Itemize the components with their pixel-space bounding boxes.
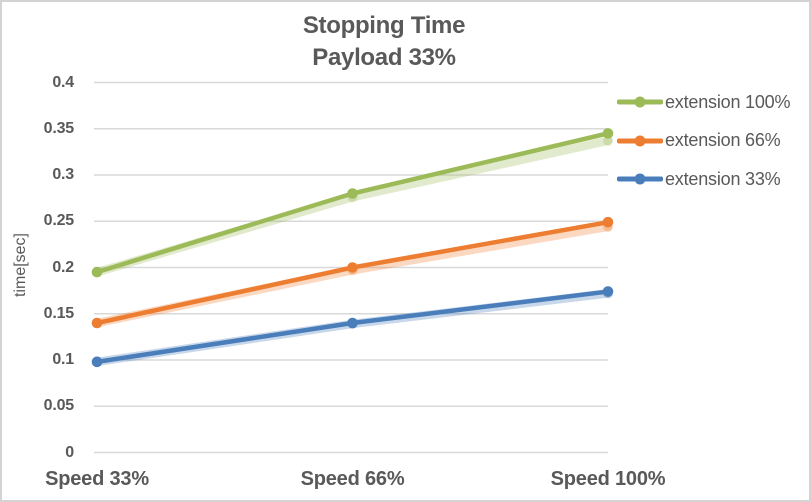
legend-label: extension 33%: [665, 168, 781, 189]
legend: extension 100% extension 66% extension 33%: [617, 83, 790, 199]
legend-marker-icon: [617, 173, 663, 185]
legend-label: extension 100%: [665, 91, 791, 112]
series-band-line: [92, 136, 613, 277]
legend-label: extension 66%: [665, 130, 781, 151]
series-extension-33-: [91, 286, 614, 368]
legend-item: extension 100%: [617, 83, 790, 122]
data-point-marker: [347, 262, 358, 273]
y-tick-label: 0.2: [52, 258, 74, 276]
series-extension-66-: [91, 216, 614, 329]
legend-item: extension 33%: [617, 160, 790, 199]
y-tick-label: 0.35: [43, 119, 75, 137]
chart-title: Stopping Time Payload 33%: [2, 10, 766, 74]
y-tick-label: 0.25: [43, 212, 75, 230]
legend-marker-icon: [617, 135, 663, 147]
band-point-marker: [603, 135, 613, 146]
data-point-marker: [91, 266, 103, 278]
y-tick-label: 0: [65, 443, 74, 461]
data-point-marker: [602, 216, 614, 228]
data-point-marker: [602, 128, 614, 139]
data-point-marker: [91, 356, 103, 368]
data-point-marker: [602, 286, 614, 297]
data-point-marker: [347, 317, 358, 329]
x-category-label: Speed 66%: [300, 468, 405, 490]
y-tick-label: 0.05: [43, 397, 75, 415]
x-category-label: Speed 33%: [45, 468, 149, 490]
data-point-marker: [91, 317, 103, 329]
y-tick-label: 0.15: [43, 304, 75, 322]
chart-title-line1: Stopping Time: [302, 12, 466, 39]
series-extension-100-: [91, 128, 614, 278]
legend-marker-icon: [617, 96, 663, 108]
y-tick-label: 0.4: [52, 73, 74, 91]
y-tick-label: 0.1: [52, 351, 74, 368]
x-category-label: Speed 100%: [550, 468, 666, 490]
y-tick-label: 0.3: [52, 166, 74, 183]
chart-title-line2: Payload 33%: [312, 44, 456, 71]
legend-item: extension 66%: [617, 122, 790, 161]
data-point-marker: [347, 188, 358, 199]
